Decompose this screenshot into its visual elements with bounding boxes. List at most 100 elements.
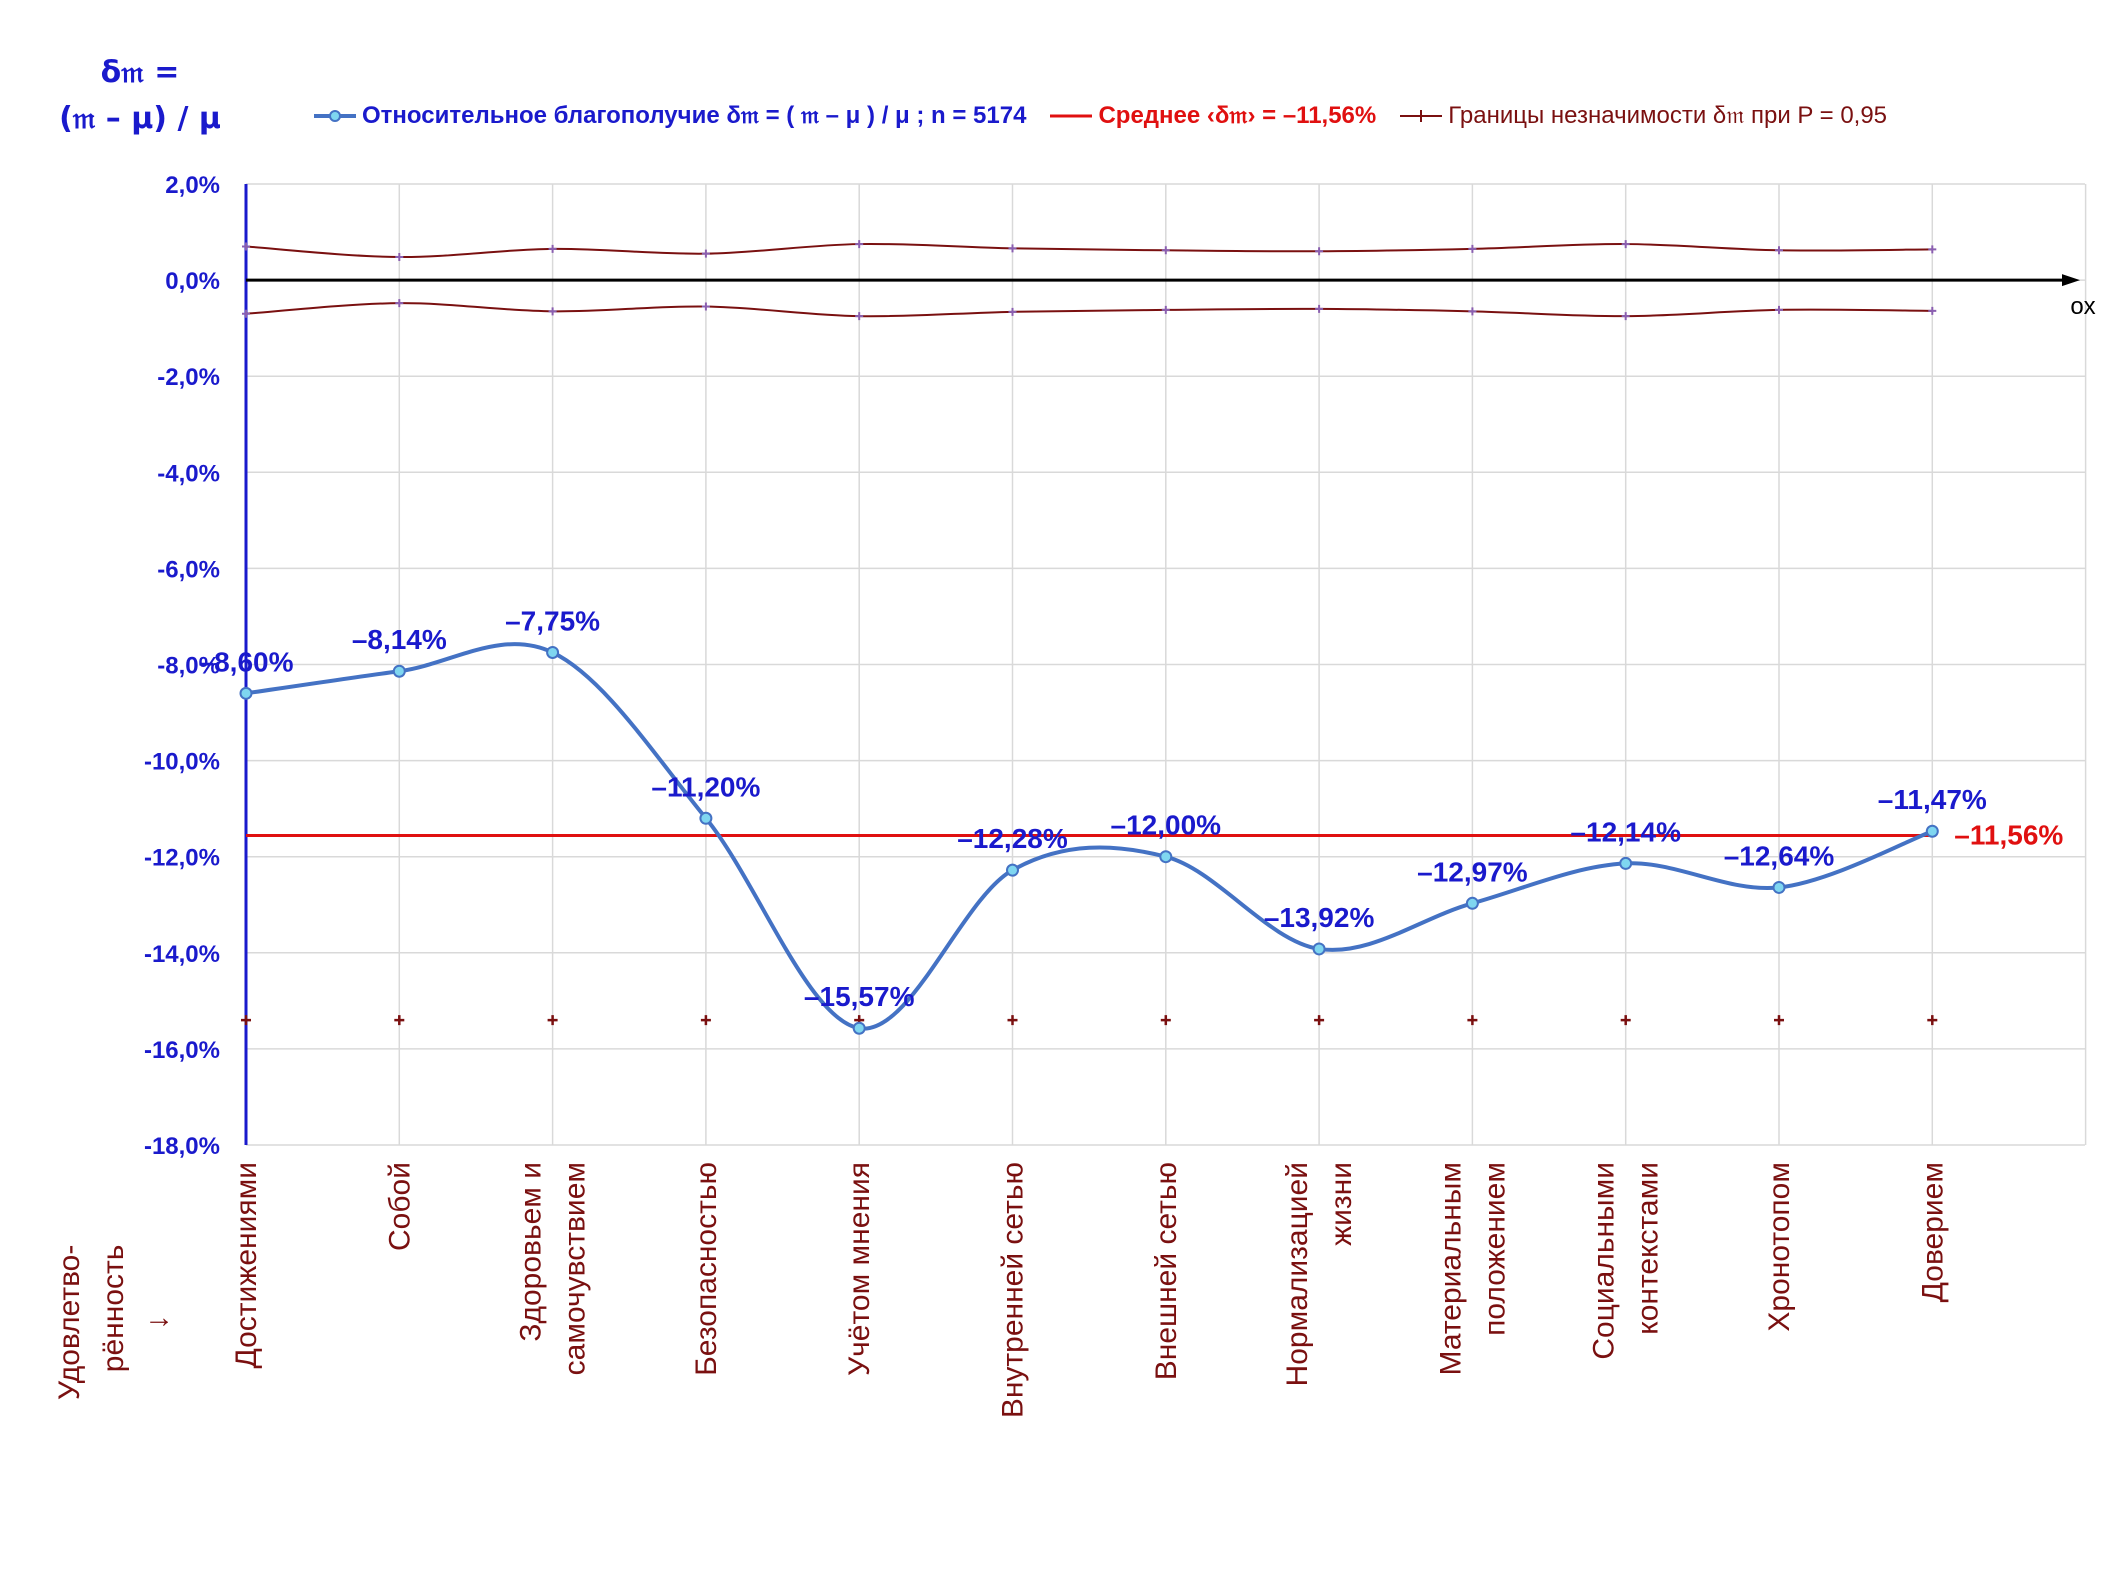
data-label: –7,75% (505, 605, 600, 636)
bounds-cross-marker (1160, 1015, 1171, 1026)
bounds-marker-lower (1008, 307, 1017, 316)
bounds-marker-upper (242, 242, 250, 251)
category-label: Нормализацией жизни (1281, 1162, 1358, 1386)
y-tick-label: 2,0% (165, 172, 220, 199)
data-point (546, 645, 560, 659)
row-title-line2: рённость (97, 1244, 130, 1373)
bounds-marker-lower (242, 309, 250, 318)
bounds-marker-lower (1315, 304, 1324, 313)
data-label: –11,20% (651, 771, 760, 802)
bounds-cross-marker (700, 1015, 711, 1026)
y-tick-label: -2,0% (157, 364, 220, 391)
data-labels: –8,60% –8,14% –7,75% –11,20% –15,57% –12,28% –… (199, 605, 1987, 1012)
data-point (1465, 896, 1479, 910)
y-tick-label: -10,0% (144, 749, 220, 776)
category-label-line: Внешней сетью (1150, 1162, 1183, 1380)
category-label-line: Внутренней сетью (997, 1162, 1030, 1418)
row-title: Удовлетво- рённость ↓ (48, 1245, 180, 1400)
row-title-line1: Удовлетво- (53, 1244, 86, 1400)
legend-swatch-main (312, 104, 358, 128)
bounds-marker-upper (1161, 246, 1170, 255)
category-label-line: Учётом мнения (843, 1162, 876, 1376)
row-title-line3: ↓ (141, 1314, 174, 1330)
category-label-line: Доверием (1916, 1162, 1949, 1302)
data-point (1925, 824, 1939, 838)
category-label-line: Достижениями (230, 1162, 263, 1369)
category-label-line: Социальными (1588, 1162, 1621, 1360)
bounds-marker-upper (1468, 244, 1477, 253)
category-label: Материальным положением (1434, 1162, 1511, 1375)
category-label: Безопасностью (690, 1162, 723, 1376)
legend-item-bounds: Границы незначимости δ𝔪 при P = 0,95 (1398, 102, 1887, 130)
legend-item-main: Относительное благополучие δ𝔪 = ( 𝔪 – μ … (312, 102, 1026, 130)
data-point (852, 1021, 866, 1035)
bounds-cross-marker (1314, 1015, 1325, 1026)
category-label: Доверием (1916, 1162, 1949, 1302)
category-label: Здоровьем и самочувствием (515, 1162, 592, 1375)
legend-swatch-mean (1048, 104, 1094, 128)
category-label: Социальными контекстами (1588, 1162, 1665, 1360)
legend-item-mean: Среднее ‹δ𝔪› = –11,56% (1048, 102, 1376, 130)
legend-label-bounds: Границы незначимости δ𝔪 при P = 0,95 (1448, 102, 1888, 129)
y-tick-label: -12,0% (144, 845, 220, 872)
y-tick-label: -18,0% (144, 1133, 220, 1160)
data-point (239, 686, 253, 700)
data-label: –12,14% (1570, 816, 1681, 847)
grid (245, 183, 2087, 1146)
category-label-line: Собой (383, 1162, 416, 1251)
bounds-cross-marker (1774, 1015, 1784, 1026)
y-axis-title: δ𝔪 = (𝔪 – μ) / μ (40, 50, 240, 142)
category-label: Собой (383, 1162, 416, 1251)
y-tick-label: -16,0% (144, 1037, 220, 1064)
bounds-marker-upper (548, 244, 557, 253)
data-label: –12,97% (1417, 856, 1528, 887)
bounds-cross-marker (241, 1015, 251, 1026)
category-label-line: контекстами (1632, 1162, 1665, 1335)
data-label: –12,28% (957, 823, 1068, 854)
category-label-line: положением (1478, 1162, 1511, 1336)
category-label-line: Безопасностью (690, 1162, 723, 1376)
bounds-line-upper (245, 242, 1933, 259)
data-point (392, 664, 406, 678)
bounds-marker-lower (548, 307, 557, 316)
category-label-line: Материальным (1434, 1162, 1467, 1375)
data-point (1619, 856, 1633, 870)
category-label: Достижениями (230, 1162, 263, 1369)
y-tick-label: -6,0% (157, 556, 220, 583)
bounds-marker-upper (1621, 240, 1630, 249)
y-axis-title-line2: (𝔪 – μ) / μ (59, 101, 221, 136)
bounds-marker-lower (395, 299, 404, 308)
data-point (699, 811, 713, 825)
bounds-marker-upper (701, 249, 710, 258)
bounds-marker-lower (1928, 306, 1937, 315)
x-axis-end-label: ox (2070, 293, 2095, 320)
mean-label: –11,56% (1954, 820, 2063, 851)
data-point (1312, 942, 1326, 956)
category-label: Внутренней сетью (997, 1162, 1030, 1418)
y-tick-labels: 2,0% 0,0% -2,0% -4,0% -6,0% -8,0% -10,0% -12,0%… (144, 172, 220, 1160)
bounds-marker-lower (1621, 312, 1630, 321)
bounds-marker-upper (1775, 246, 1783, 255)
category-label-line: жизни (1325, 1162, 1358, 1246)
bounds-marker-upper (1315, 247, 1324, 256)
data-point (1006, 863, 1019, 877)
bounds-cross-marker (394, 1015, 405, 1026)
data-label: –13,92% (1264, 902, 1375, 933)
axes: ox (244, 184, 2096, 1145)
legend-label-mean: Среднее ‹δ𝔪› = –11,56% (1098, 102, 1377, 129)
mean-line-group: –11,56% (246, 820, 2063, 851)
data-label: –8,14% (352, 624, 447, 655)
category-label-line: Хронотопом (1763, 1162, 1796, 1332)
y-tick-label: 0,0% (165, 268, 220, 295)
y-tick-label: -8,0% (157, 653, 220, 680)
legend: Относительное благополучие δ𝔪 = ( 𝔪 – μ … (312, 96, 1909, 136)
x-axis-arrow-icon (2062, 274, 2080, 287)
data-label: –8,60% (199, 646, 294, 677)
category-label-line: Здоровьем и (515, 1162, 548, 1342)
data-label: –11,47% (1878, 784, 1987, 815)
bounds-marker-lower (701, 302, 710, 311)
bounds-marker-upper (1928, 245, 1937, 254)
bounds-cross-marker (1007, 1015, 1018, 1026)
category-label: Внешней сетью (1150, 1162, 1183, 1380)
